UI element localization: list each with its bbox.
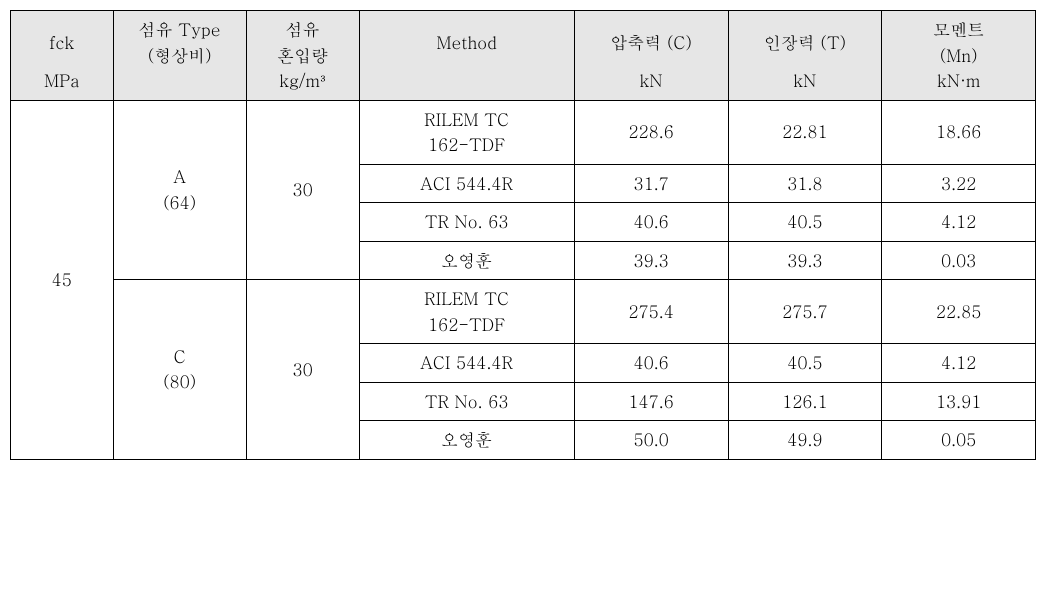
hdr-method-unit	[359, 68, 574, 100]
cell-tension: 126.1	[728, 382, 882, 421]
cell-tension: 39.3	[728, 241, 882, 280]
hdr-method: Method	[359, 11, 574, 69]
cell-tension: 40.5	[728, 344, 882, 383]
cell-compression: 50.0	[574, 421, 728, 460]
cell-tension: 40.5	[728, 203, 882, 242]
cell-compression: 39.3	[574, 241, 728, 280]
hdr-m: 모멘트 (Mn)	[882, 11, 1036, 69]
hdr-fck: fck	[11, 11, 114, 69]
hdr-mix-l2: 혼입량	[277, 43, 328, 67]
fiber-type-aspect: (80)	[163, 369, 196, 393]
cell-method: TR No. 63	[359, 382, 574, 421]
hdr-t: 인장력 (T)	[728, 11, 882, 69]
cell-fiber-type: C(80)	[113, 280, 246, 460]
hdr-mix: 섬유 혼입량	[246, 11, 359, 69]
hdr-fck-unit: MPa	[11, 68, 114, 100]
cell-fiber-type: A(64)	[113, 100, 246, 280]
fiber-type-aspect: (64)	[163, 190, 196, 214]
table-header: fck 섬유 Type (형상비) 섬유 혼입량 Method 압축력 (C) …	[11, 11, 1036, 101]
cell-compression: 275.4	[574, 280, 728, 344]
fiber-concrete-table: fck 섬유 Type (형상비) 섬유 혼입량 Method 압축력 (C) …	[10, 10, 1036, 460]
hdr-type-l2: (형상비)	[148, 43, 212, 67]
cell-moment: 4.12	[882, 344, 1036, 383]
hdr-m-unit: kN·m	[882, 68, 1036, 100]
hdr-m-l2: (Mn)	[940, 43, 978, 67]
cell-tension: 49.9	[728, 421, 882, 460]
cell-method: 오영훈	[359, 241, 574, 280]
cell-moment: 3.22	[882, 164, 1036, 203]
hdr-c-unit: kN	[574, 68, 728, 100]
cell-moment: 18.66	[882, 100, 1036, 164]
cell-moment: 4.12	[882, 203, 1036, 242]
cell-method: RILEM TC162-TDF	[359, 100, 574, 164]
cell-moment: 13.91	[882, 382, 1036, 421]
cell-tension: 275.7	[728, 280, 882, 344]
table-row: 45A(64)30RILEM TC162-TDF228.622.8118.66	[11, 100, 1036, 164]
fiber-type-name: A	[173, 164, 186, 188]
hdr-type: 섬유 Type (형상비)	[113, 11, 246, 69]
cell-tension: 22.81	[728, 100, 882, 164]
hdr-type-unit	[113, 68, 246, 100]
cell-method: ACI 544.4R	[359, 164, 574, 203]
cell-compression: 40.6	[574, 203, 728, 242]
table-body: 45A(64)30RILEM TC162-TDF228.622.8118.66A…	[11, 100, 1036, 459]
cell-compression: 228.6	[574, 100, 728, 164]
hdr-mix-l1: 섬유	[286, 17, 320, 41]
hdr-m-l1: 모멘트	[933, 17, 984, 41]
cell-method: RILEM TC162-TDF	[359, 280, 574, 344]
hdr-mix-unit: kg/m³	[246, 68, 359, 100]
cell-moment: 0.03	[882, 241, 1036, 280]
cell-mix-amount: 30	[246, 100, 359, 280]
hdr-t-unit: kN	[728, 68, 882, 100]
cell-compression: 40.6	[574, 344, 728, 383]
table-row: C(80)30RILEM TC162-TDF275.4275.722.85	[11, 280, 1036, 344]
cell-fck: 45	[11, 100, 114, 459]
cell-compression: 147.6	[574, 382, 728, 421]
cell-mix-amount: 30	[246, 280, 359, 460]
cell-compression: 31.7	[574, 164, 728, 203]
fiber-type-name: C	[174, 344, 186, 368]
cell-method: ACI 544.4R	[359, 344, 574, 383]
cell-tension: 31.8	[728, 164, 882, 203]
cell-moment: 0.05	[882, 421, 1036, 460]
cell-method: TR No. 63	[359, 203, 574, 242]
hdr-c: 압축력 (C)	[574, 11, 728, 69]
cell-method: 오영훈	[359, 421, 574, 460]
cell-moment: 22.85	[882, 280, 1036, 344]
hdr-type-l1: 섬유 Type	[139, 17, 221, 41]
